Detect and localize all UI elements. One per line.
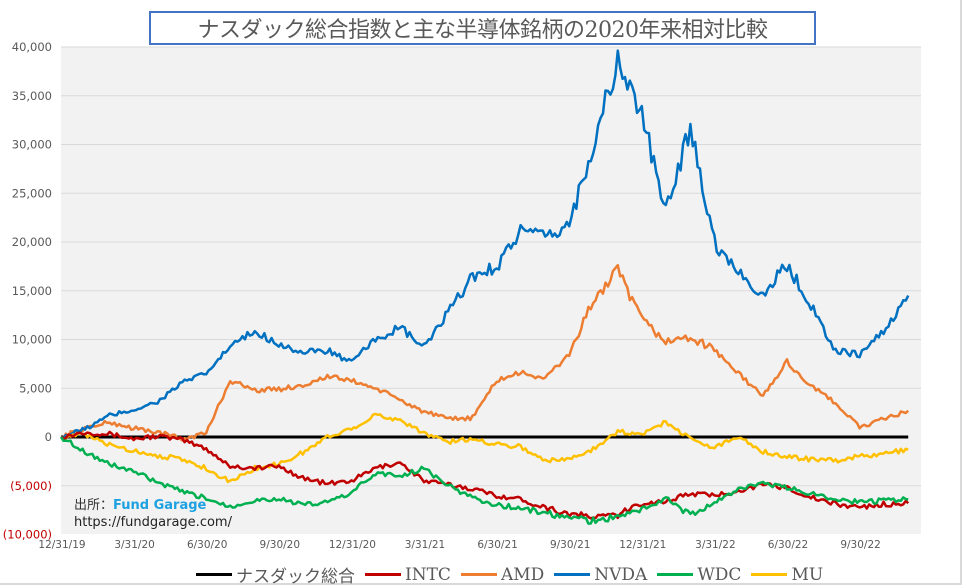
legend-swatch [365, 573, 401, 576]
y-tick-label: 0 [45, 430, 52, 444]
series-line-mu [60, 412, 909, 484]
y-axis-ticks: 40,000 35,000 30,000 25,000 20,000 15,000 10,0… [3, 40, 52, 542]
y-tick-label: 5,000 [19, 381, 52, 395]
x-tick-label: 9/30/22 [840, 539, 880, 551]
y-tick-label: 15,000 [12, 284, 52, 298]
legend-item: MU [751, 565, 823, 585]
legend-label: MU [791, 564, 824, 585]
legend-label: ナスダック総合 [236, 567, 355, 587]
source-label: 出所： [74, 498, 114, 513]
y-tick-label: 10,000 [12, 333, 52, 347]
legend-item: WDC [657, 565, 741, 585]
series-line-nvda [60, 49, 910, 440]
y-tick-label: (5,000) [10, 479, 52, 493]
source-brand: Fund Garage [113, 498, 207, 513]
legend-label: INTC [405, 564, 451, 585]
legend-swatch [751, 573, 788, 576]
x-tick-label: 12/31/20 [329, 539, 376, 551]
source-note: 出所：Fund Garage [74, 494, 206, 513]
x-tick-label: 12/31/21 [619, 539, 666, 551]
legend-item: NVDA [554, 565, 647, 585]
x-tick-label: 6/30/20 [187, 539, 227, 551]
legend-swatch [460, 573, 497, 576]
x-tick-label: 9/30/21 [550, 539, 590, 551]
legend-label: NVDA [594, 564, 648, 585]
y-tick-label: 35,000 [12, 89, 52, 103]
x-tick-label: 6/30/21 [477, 539, 517, 551]
x-tick-label: 3/31/22 [695, 539, 735, 551]
series-lines [59, 49, 910, 525]
y-tick-label: 25,000 [12, 186, 52, 200]
x-tick-label: 3/31/21 [405, 539, 445, 551]
source-url: https://fundgarage.com/ [74, 515, 232, 530]
legend-swatch [554, 573, 591, 576]
legend-item: AMD [460, 564, 545, 585]
x-tick-label: 6/30/22 [768, 539, 808, 551]
chart-legend: ナスダック総合 INTC AMD NVDA WDC MU [196, 562, 833, 587]
x-tick-label: 9/30/20 [260, 539, 300, 551]
y-tick-label: 30,000 [12, 138, 52, 152]
x-tick-label: 12/31/19 [38, 539, 85, 551]
chart-title: ナスダック総合指数と主な半導体銘柄の2020年来相対比較 [149, 11, 816, 45]
x-axis-ticks: 12/31/19 3/31/20 6/30/20 9/30/20 12/31/20 3/3… [38, 539, 880, 551]
y-tick-label: 20,000 [12, 235, 52, 249]
series-line-amd [60, 263, 910, 442]
legend-label: WDC [697, 564, 742, 585]
series-line-wdc [59, 436, 909, 525]
legend-item: ナスダック総合 [196, 562, 355, 587]
legend-swatch [196, 573, 232, 576]
y-tick-label: 40,000 [12, 40, 52, 54]
y-tick-label: (10,000) [3, 528, 52, 542]
legend-swatch [657, 573, 694, 576]
x-tick-label: 3/31/20 [114, 539, 154, 551]
legend-item: INTC [365, 565, 451, 585]
legend-label: AMD [500, 564, 545, 585]
